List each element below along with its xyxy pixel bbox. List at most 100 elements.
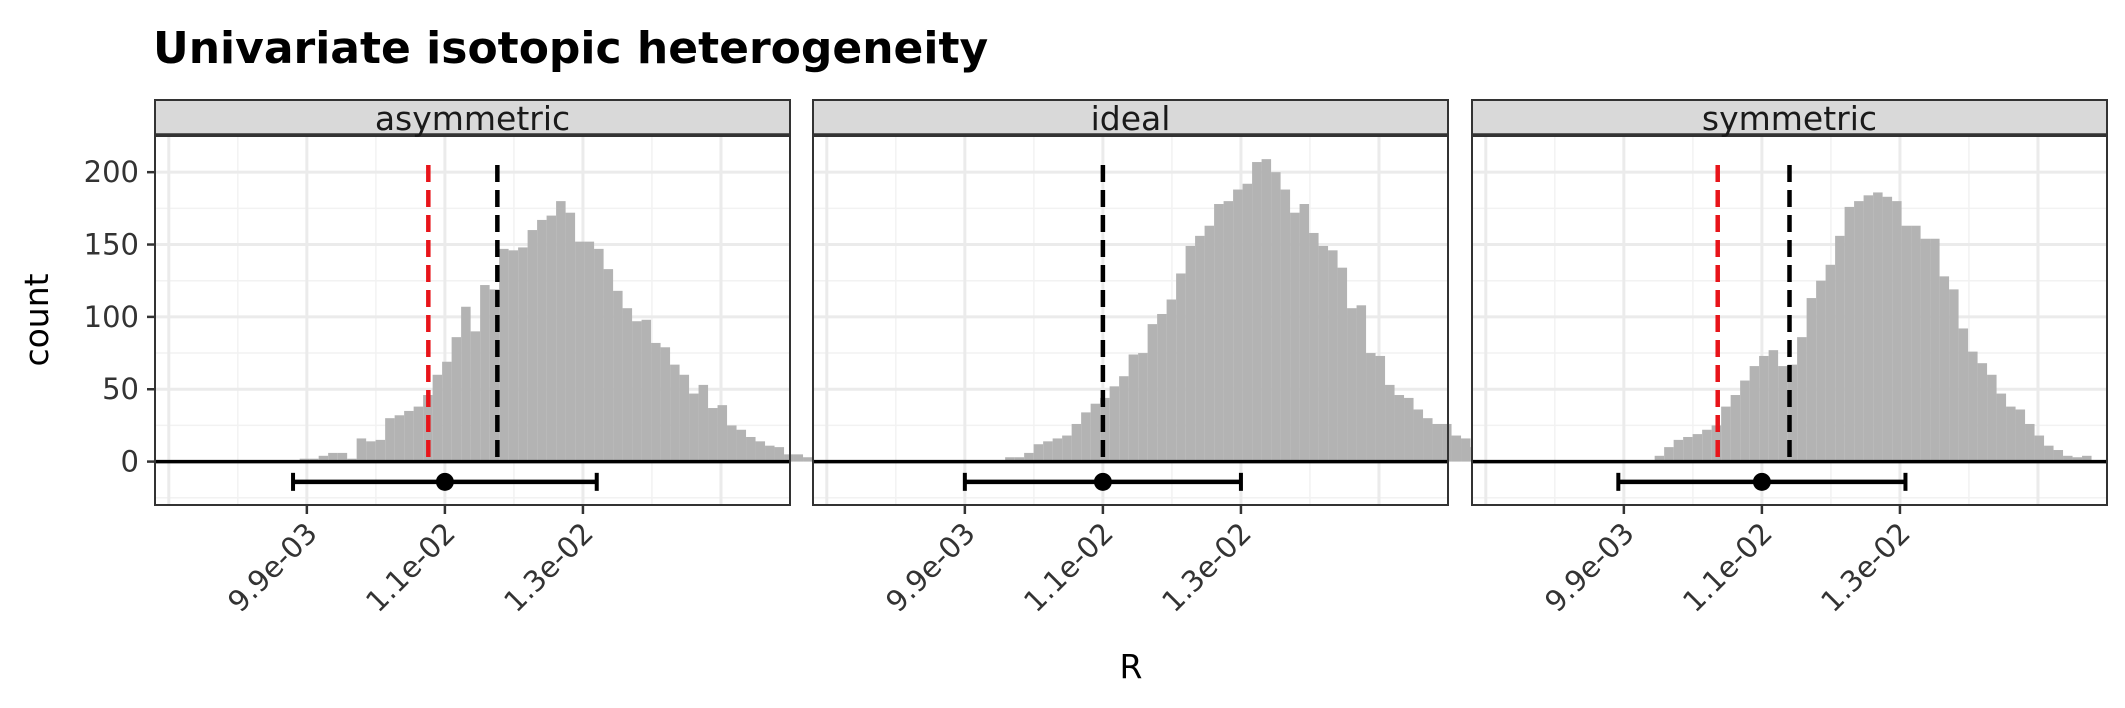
histogram-bar bbox=[1052, 438, 1063, 462]
histogram-bar bbox=[1280, 189, 1291, 462]
histogram-bar bbox=[1090, 403, 1101, 462]
histogram-bar bbox=[375, 439, 386, 462]
y-axis: 0 50 100 150 200 bbox=[84, 155, 155, 479]
x-tick-label: 1.1e-02 bbox=[1676, 516, 1779, 619]
x-tick-label: 9.9e-03 bbox=[1538, 516, 1641, 619]
histogram-bar bbox=[537, 219, 547, 462]
histogram-bar bbox=[1309, 232, 1319, 462]
histogram-bar bbox=[432, 374, 443, 462]
y-tick-label: 200 bbox=[84, 155, 139, 189]
histogram-bar bbox=[803, 457, 813, 462]
histogram-bar bbox=[1385, 384, 1395, 462]
histogram-bar bbox=[651, 342, 661, 462]
histogram-bar bbox=[565, 212, 576, 462]
histogram-bar bbox=[1949, 289, 1959, 462]
facet-panels: asymmetric 9.9e-03 1.1e-02 1.3e-02 ideal 9.9e… bbox=[154, 99, 2108, 619]
histogram-bar bbox=[2025, 423, 2035, 462]
histogram-bar bbox=[2072, 457, 2083, 462]
histogram-bar bbox=[1109, 386, 1120, 462]
histogram-bar bbox=[1816, 280, 1826, 462]
x-tick-label: 9.9e-03 bbox=[879, 516, 982, 619]
histogram-bar bbox=[1987, 374, 1997, 462]
histogram-bar bbox=[1204, 225, 1215, 462]
histogram-bar bbox=[527, 230, 538, 462]
histogram-bars bbox=[280, 201, 870, 462]
histogram-bar bbox=[2015, 409, 2026, 462]
histogram-bar bbox=[774, 447, 785, 462]
histogram-bar bbox=[1195, 235, 1205, 462]
interval-point bbox=[435, 472, 454, 491]
histogram-bar bbox=[1740, 380, 1750, 462]
histogram-bar bbox=[1233, 189, 1243, 462]
histogram-bar bbox=[1806, 298, 1817, 462]
histogram-bar bbox=[1654, 455, 1665, 462]
histogram-bar bbox=[1442, 423, 1452, 462]
histogram-bar bbox=[2053, 450, 2064, 462]
histogram-bar bbox=[2082, 455, 2092, 462]
histogram-bar bbox=[641, 319, 652, 462]
histogram-bar bbox=[1854, 201, 1864, 462]
histogram-bar bbox=[1375, 355, 1386, 462]
histogram-bar bbox=[1996, 393, 2007, 462]
histogram-bar bbox=[1242, 183, 1253, 462]
facet-strip bbox=[812, 99, 1449, 136]
histogram-bar bbox=[1958, 328, 1969, 462]
histogram-bar bbox=[1043, 441, 1053, 462]
histogram-bar bbox=[1873, 192, 1883, 462]
histogram-bar bbox=[1977, 363, 1988, 462]
histogram-bar bbox=[1223, 201, 1234, 462]
histogram-bar bbox=[708, 408, 718, 462]
histogram-bar bbox=[1176, 273, 1186, 462]
histogram-bar bbox=[385, 418, 395, 462]
histogram-bar bbox=[1024, 452, 1034, 462]
histogram-bar bbox=[413, 406, 424, 462]
histogram-bar bbox=[1128, 354, 1139, 462]
histogram-bar bbox=[1778, 366, 1788, 462]
histogram-bar bbox=[1071, 423, 1082, 462]
histogram-bar bbox=[366, 441, 376, 462]
histogram-bar bbox=[1185, 245, 1196, 462]
histogram-bar bbox=[1119, 376, 1129, 462]
facet-strip bbox=[154, 99, 791, 136]
histogram-bar bbox=[1033, 444, 1044, 462]
histogram-bar bbox=[1825, 264, 1836, 462]
histogram-bar bbox=[1920, 238, 1931, 462]
histogram-bar bbox=[442, 361, 452, 462]
histogram-bar bbox=[1138, 353, 1148, 462]
histogram-bar bbox=[1356, 305, 1367, 462]
histogram-bar bbox=[499, 248, 509, 462]
y-tick-label: 50 bbox=[102, 372, 139, 406]
histogram-bar bbox=[1366, 353, 1376, 462]
histogram-bar bbox=[337, 452, 348, 462]
histogram-bar bbox=[622, 308, 633, 462]
histogram-bar bbox=[698, 384, 709, 462]
histogram-bar bbox=[1394, 395, 1405, 462]
histogram-bar bbox=[518, 247, 528, 462]
histogram-bar bbox=[1721, 406, 1731, 462]
histogram-bar bbox=[660, 347, 671, 462]
histogram-bar bbox=[461, 306, 471, 462]
facet-strip-label: ideal bbox=[1091, 99, 1171, 138]
histogram-bar bbox=[1797, 337, 1807, 462]
histogram-bar bbox=[765, 445, 775, 462]
histogram-bar bbox=[1692, 434, 1703, 462]
histogram-bar bbox=[575, 241, 585, 462]
histogram-bars bbox=[1005, 159, 1519, 462]
histogram-bar bbox=[1271, 172, 1281, 462]
histogram-bar bbox=[717, 405, 728, 462]
histogram-bar bbox=[1404, 397, 1414, 462]
histogram-bar bbox=[1318, 245, 1329, 462]
histogram-bar bbox=[1299, 204, 1310, 462]
histogram-bar bbox=[793, 454, 804, 462]
histogram-bar bbox=[470, 331, 481, 462]
histogram-bar bbox=[480, 285, 490, 462]
histogram-bar bbox=[1328, 250, 1338, 462]
histogram-bar bbox=[1214, 204, 1224, 462]
interval-point bbox=[1752, 472, 1771, 491]
histogram-bar bbox=[632, 321, 642, 462]
histogram-bar bbox=[1166, 299, 1177, 462]
interval-errorbar bbox=[291, 472, 599, 491]
histogram-bar bbox=[1683, 436, 1693, 462]
histogram-bar bbox=[1939, 276, 1950, 462]
histogram-bar bbox=[1432, 423, 1443, 462]
